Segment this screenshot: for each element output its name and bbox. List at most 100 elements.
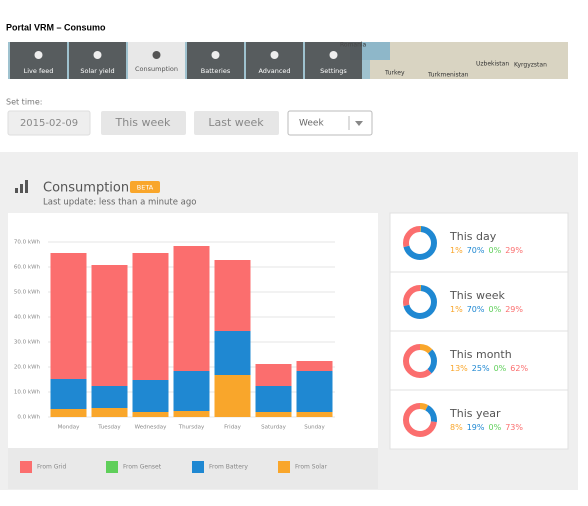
date-value: 2015-02-09: [20, 118, 78, 129]
percentage: 1%: [450, 305, 463, 314]
last-update: Last update: less than a minute ago: [43, 198, 197, 208]
percentage: 1%: [450, 246, 463, 255]
bar-segment: [214, 260, 251, 331]
nav-tab[interactable]: [246, 42, 303, 79]
x-tick-label: Monday: [58, 425, 80, 431]
donut-segment: [403, 285, 437, 319]
last-week-button[interactable]: [194, 111, 279, 135]
tab-label: Advanced: [258, 67, 290, 75]
percentage: 19%: [467, 423, 485, 432]
summary-percentages: 1% 70% 0% 29%: [450, 305, 523, 314]
tab-label: Live feed: [24, 67, 54, 75]
tab-icon: [329, 51, 338, 59]
bar-segment: [214, 375, 251, 417]
summary-percentages: 13% 25% 0% 62%: [450, 364, 528, 373]
percentage: 13%: [450, 364, 468, 373]
section-icon: [15, 180, 28, 193]
summary-title: This year: [449, 407, 501, 420]
bar-segment: [173, 371, 210, 411]
summary-card: [389, 389, 569, 450]
tab-label: Solar yield: [80, 67, 114, 75]
summary-card: [389, 330, 569, 391]
map-label: Uzbekistan: [476, 61, 509, 68]
percentage: 25%: [472, 364, 490, 373]
bar-segment: [296, 412, 333, 417]
map-label: Turkey: [384, 70, 405, 77]
percentage: 0%: [488, 246, 501, 255]
nav-tab[interactable]: [305, 42, 362, 79]
tab-icon: [93, 51, 102, 59]
legend-label: From Genset: [123, 464, 162, 471]
donut-segment: [403, 403, 437, 437]
x-tick-label: Saturday: [261, 425, 287, 431]
legend-label: From Battery: [209, 464, 248, 471]
x-tick-label: Tuesday: [97, 425, 121, 431]
nav-tab[interactable]: [10, 42, 67, 79]
summary-title: This week: [449, 289, 506, 302]
tab-icon: [152, 51, 161, 59]
donut-segment: [403, 403, 437, 437]
set-time-label: Set time:: [6, 98, 42, 107]
percentage: 0%: [494, 364, 507, 373]
map-land: [370, 42, 568, 79]
bar-segment: [255, 412, 292, 417]
x-tick-label: Thursday: [178, 425, 205, 431]
bar-segment: [91, 386, 128, 408]
beta-label: BETA: [137, 184, 154, 192]
nav-tab[interactable]: [128, 42, 185, 79]
tab-icon: [270, 51, 279, 59]
tab-label: Batteries: [201, 67, 231, 75]
bar-segment: [214, 331, 251, 375]
percentage: 73%: [505, 423, 523, 432]
period-value: Week: [299, 119, 324, 129]
percentage: 70%: [467, 305, 485, 314]
donut-segment: [403, 285, 437, 319]
y-tick-label: 30.0 kWh: [14, 340, 41, 346]
nav-tab[interactable]: [69, 42, 126, 79]
date-input[interactable]: [7, 110, 91, 136]
bar-segment: [50, 409, 87, 417]
legend-swatch: [20, 461, 32, 473]
map-label: Kyrgyzstan: [514, 62, 547, 69]
x-tick-label: Friday: [224, 425, 241, 431]
tab-label: Consumption: [135, 65, 178, 73]
bar-segment: [132, 253, 169, 380]
summary-percentages: 1% 70% 0% 29%: [450, 246, 523, 255]
this-week-button[interactable]: [101, 111, 186, 135]
bar-segment: [255, 386, 292, 412]
last-week-label: Last week: [208, 116, 264, 129]
y-tick-label: 20.0 kWh: [14, 365, 41, 371]
y-tick-label: 0.0 kWh: [17, 415, 40, 421]
section-title: Consumption: [43, 181, 129, 196]
map-label: Turkmenistan: [427, 72, 469, 79]
y-tick-label: 50.0 kWh: [14, 290, 41, 296]
donut-segment: [403, 226, 437, 260]
this-week-label: This week: [115, 116, 172, 129]
period-select[interactable]: [287, 110, 373, 136]
bar-segment: [50, 379, 87, 409]
percentage: 8%: [450, 423, 463, 432]
percentage: 29%: [505, 246, 523, 255]
y-tick-label: 60.0 kWh: [14, 265, 41, 271]
summary-percentages: 8% 19% 0% 73%: [450, 423, 523, 432]
percentage: 0%: [488, 423, 501, 432]
x-tick-label: Wednesday: [135, 425, 168, 431]
donut-segment: [403, 344, 437, 378]
bar-segment: [255, 364, 292, 386]
percentage: 29%: [505, 305, 523, 314]
legend-swatch: [106, 461, 118, 473]
x-tick-label: Sunday: [304, 425, 325, 431]
y-tick-label: 70.0 kWh: [14, 240, 41, 246]
donut-segment: [403, 344, 437, 378]
legend-label: From Grid: [37, 464, 67, 471]
nav-tab[interactable]: [187, 42, 244, 79]
bar-segment: [296, 371, 333, 412]
tab-label: Settings: [320, 67, 347, 75]
bar-segment: [173, 411, 210, 417]
bar-segment: [132, 380, 169, 412]
summary-title: This month: [449, 348, 512, 361]
beta-badge: [130, 181, 160, 193]
bar-segment: [132, 412, 169, 417]
summary-title: This day: [449, 230, 497, 243]
